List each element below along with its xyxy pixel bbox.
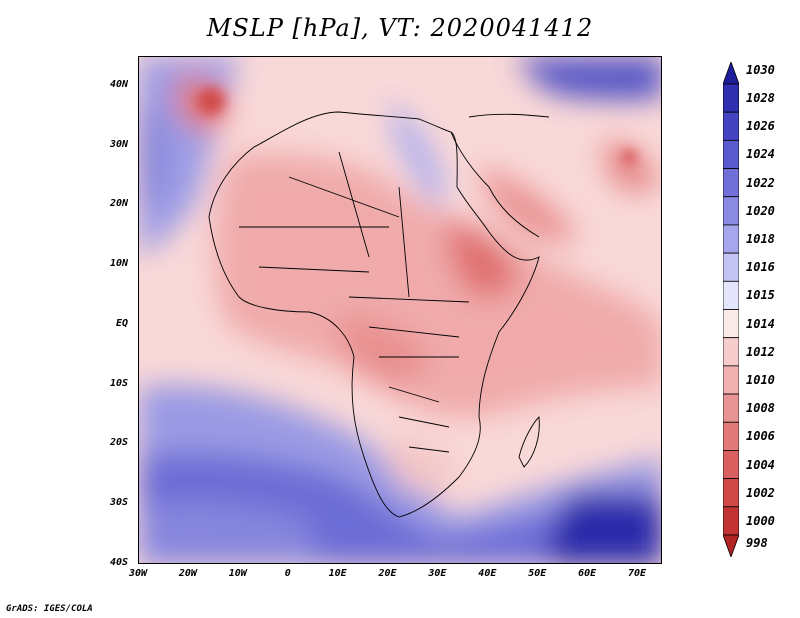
map-area <box>138 56 662 564</box>
y-tick-label: 10N <box>109 258 128 270</box>
colorbar-level-label: 1026 <box>746 119 775 134</box>
colorbar-segment <box>723 478 739 508</box>
pressure-field <box>139 57 661 563</box>
colorbar-segment <box>723 62 739 85</box>
colorbar-segment <box>723 534 739 557</box>
x-tick-label: 20E <box>378 568 397 579</box>
colorbar-segment <box>723 224 739 254</box>
x-tick-label: 10W <box>228 568 247 579</box>
x-tick-label: 40E <box>478 568 497 579</box>
colorbar-level-label: 1014 <box>746 316 775 331</box>
colorbar-level-label: 1018 <box>746 232 775 247</box>
y-tick-label: 20S <box>109 437 128 449</box>
coastline-outline <box>208 111 550 518</box>
colorbar-level-label: 1016 <box>746 260 775 275</box>
colorbar-level-label: 1024 <box>746 147 775 162</box>
colorbar-segment <box>723 393 739 423</box>
colorbar-level-label: 998 <box>746 536 768 550</box>
colorbar-level-label: 1020 <box>746 203 775 218</box>
colorbar-level-label: 1000 <box>746 513 775 528</box>
colorbar-segment <box>723 252 739 282</box>
x-tick-label: 10E <box>328 568 347 579</box>
x-tick-label: 70E <box>628 568 647 579</box>
colorbar-segment <box>723 506 739 536</box>
colorbar-level-label: 1015 <box>746 288 775 303</box>
chart-title: MSLP [hPa], VT: 2020041412 <box>206 14 594 42</box>
x-tick-label: 50E <box>528 568 547 579</box>
y-tick-label: 30N <box>109 138 128 150</box>
x-tick-label: 30W <box>128 568 148 579</box>
colorbar-level-label: 1004 <box>746 457 775 472</box>
colorbar <box>723 62 739 557</box>
x-tick-label: 60E <box>578 568 597 579</box>
colorbar-level-label: 1008 <box>746 401 775 416</box>
colorbar-segment <box>723 168 739 198</box>
colorbar-segment <box>723 280 739 310</box>
colorbar-segment <box>723 421 739 451</box>
y-tick-label: 30S <box>109 497 128 509</box>
colorbar-level-label: 1010 <box>746 372 775 387</box>
y-tick-label: 40N <box>109 78 128 90</box>
y-tick-label: 20N <box>109 198 128 210</box>
colorbar-segment <box>723 83 739 113</box>
x-tick-label: 30E <box>428 568 447 579</box>
colorbar-level-label: 1012 <box>746 344 775 359</box>
x-tick-label: 20W <box>178 568 197 579</box>
colorbar-segment <box>723 337 739 367</box>
y-tick-label: 40S <box>109 557 128 568</box>
colorbar-segment <box>723 365 739 395</box>
colorbar-level-label: 1028 <box>746 91 775 106</box>
colorbar-level-label: 1002 <box>746 485 775 500</box>
colorbar-level-label: 1030 <box>746 62 775 77</box>
colorbar-segment <box>723 111 739 141</box>
y-tick-label: 10S <box>109 377 128 389</box>
credit-text: GrADS: IGES/COLA <box>6 604 93 614</box>
x-tick-label: 0 <box>284 568 291 579</box>
colorbar-level-label: 1022 <box>746 175 775 190</box>
colorbar-segment <box>723 196 739 226</box>
y-tick-label: EQ <box>115 317 128 329</box>
colorbar-segment <box>723 139 739 169</box>
colorbar-segment <box>723 450 739 480</box>
colorbar-segment <box>723 309 739 339</box>
colorbar-level-label: 1006 <box>746 429 775 444</box>
